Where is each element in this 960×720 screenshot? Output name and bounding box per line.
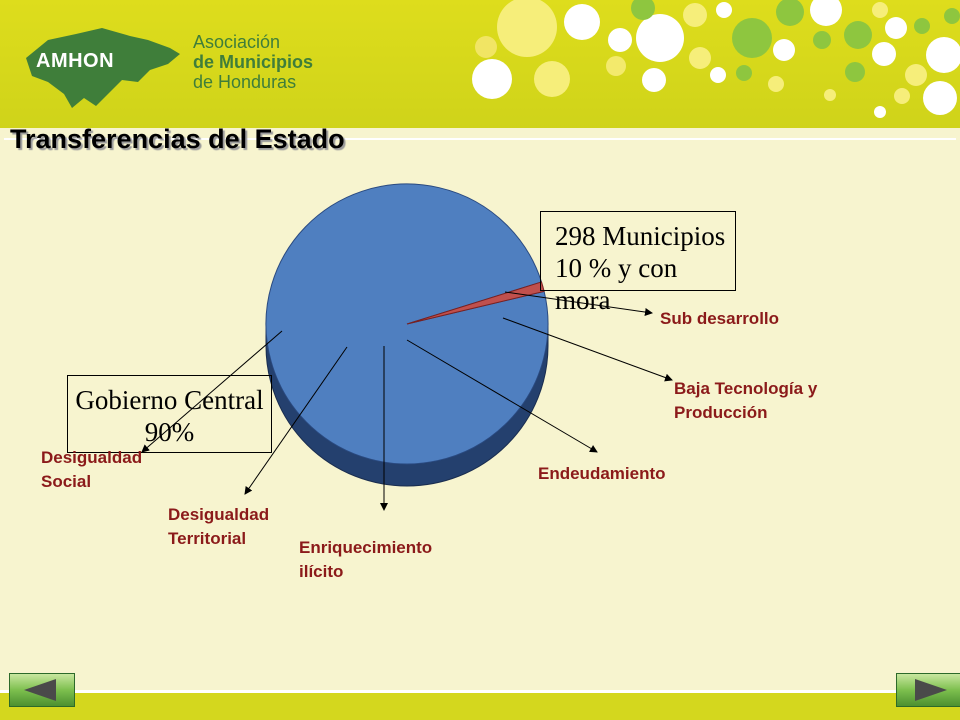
- org-line-3: de Honduras: [193, 72, 297, 92]
- municipios-line-1: 298 Municipios: [555, 221, 726, 251]
- label-desig-social-line-2: Social: [41, 472, 92, 491]
- header-divider: [0, 128, 960, 138]
- pointer-sub-desarrollo: [504, 291, 653, 316]
- label-baja-tecnologia-line-1: Baja Tecnología y: [674, 379, 818, 398]
- label-baja-tecnologia: Baja Tecnología y Producción: [674, 377, 817, 425]
- label-desig-territorial: Desigualdad Territorial: [168, 503, 269, 551]
- org-line-2: de Municipios: [193, 52, 314, 72]
- triangle-left-icon: [24, 679, 56, 701]
- label-desig-territorial-line-1: Desigualdad: [168, 505, 270, 524]
- logo-text: AMHON: [36, 50, 115, 72]
- label-desig-territorial-line-2: Territorial: [168, 529, 247, 548]
- label-sub-desarrollo: Sub desarrollo: [660, 307, 779, 331]
- municipios-line-2: 10 % y con mora: [555, 253, 678, 315]
- header-banner: AMHON Asociación de Municipios de Hondur…: [0, 0, 960, 130]
- gobierno-callout: Gobierno Central 90%: [67, 375, 272, 453]
- pointer-baja-tecnologia: [502, 317, 673, 382]
- label-endeudamiento: Endeudamiento: [538, 462, 666, 486]
- decorative-circles: [472, 0, 960, 118]
- org-line-1: Asociación: [193, 32, 281, 52]
- gobierno-line-2: 90%: [144, 417, 195, 447]
- label-enriquecimiento: Enriquecimiento ilícito: [299, 536, 432, 584]
- label-endeudamiento-text: Endeudamiento: [538, 464, 666, 483]
- label-sub-desarrollo-text: Sub desarrollo: [660, 309, 780, 328]
- label-desig-social: Desigualdad Social: [41, 446, 142, 494]
- organization-name: Asociación de Municipios de Honduras: [193, 32, 313, 92]
- label-enriquecimiento-line-1: Enriquecimiento: [299, 538, 433, 557]
- pointer-lines: [141, 291, 673, 511]
- pointer-desig-territorial: [244, 346, 348, 495]
- triangle-right-icon: [915, 679, 947, 701]
- municipios-callout: 298 Municipios 10 % y con mora: [540, 211, 736, 315]
- pointer-desig-social: [141, 330, 283, 453]
- label-baja-tecnologia-line-2: Producción: [674, 403, 768, 422]
- slide-title: Transferencias del Estado: [10, 124, 345, 154]
- previous-slide-button[interactable]: [9, 673, 75, 707]
- honduras-map-logo: [26, 28, 180, 108]
- label-enriquecimiento-line-2: ilícito: [299, 562, 344, 581]
- pointer-endeudamiento: [406, 339, 598, 453]
- next-slide-button[interactable]: [896, 673, 960, 707]
- gobierno-line-1: Gobierno Central: [75, 385, 264, 415]
- footer-bar: [0, 690, 960, 720]
- label-desig-social-line-1: Desigualdad: [41, 448, 143, 467]
- footer-divider: [0, 690, 960, 693]
